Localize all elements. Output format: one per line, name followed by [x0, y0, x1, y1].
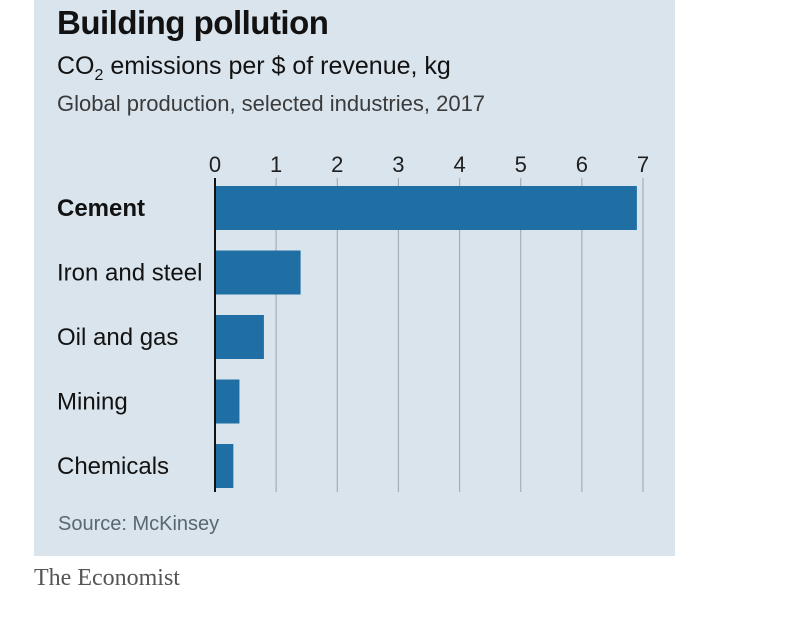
subtitle-subscript: 2 — [94, 67, 104, 84]
x-tick-label: 3 — [392, 152, 404, 177]
x-tick-label: 5 — [515, 152, 527, 177]
brand-logo: The Economist — [34, 565, 180, 591]
chart-panel — [34, 0, 675, 556]
category-label: Chemicals — [57, 453, 169, 480]
chart-subtitle-secondary: Global production, selected industries, … — [57, 91, 486, 116]
category-label: Oil and gas — [57, 324, 178, 351]
subtitle-rest: emissions per $ of revenue, kg — [103, 52, 451, 80]
x-tick-label: 2 — [331, 152, 343, 177]
chart-title: Building pollution — [57, 4, 329, 41]
category-label: Cement — [57, 195, 145, 222]
source-note: Source: McKinsey — [58, 513, 220, 535]
bar — [215, 186, 637, 230]
bar — [215, 250, 301, 295]
x-tick-label: 6 — [576, 152, 588, 177]
subtitle-co: CO — [57, 52, 95, 80]
bar — [215, 379, 240, 424]
chart-subtitle: CO2 emissions per $ of revenue, kg — [57, 52, 451, 85]
category-label: Iron and steel — [57, 260, 202, 287]
bar — [215, 444, 234, 488]
x-tick-label: 4 — [453, 152, 465, 177]
category-label: Mining — [57, 389, 128, 416]
x-tick-label: 0 — [209, 152, 221, 177]
x-tick-label: 7 — [637, 152, 649, 177]
x-tick-label: 1 — [270, 152, 282, 177]
bar — [215, 315, 264, 359]
